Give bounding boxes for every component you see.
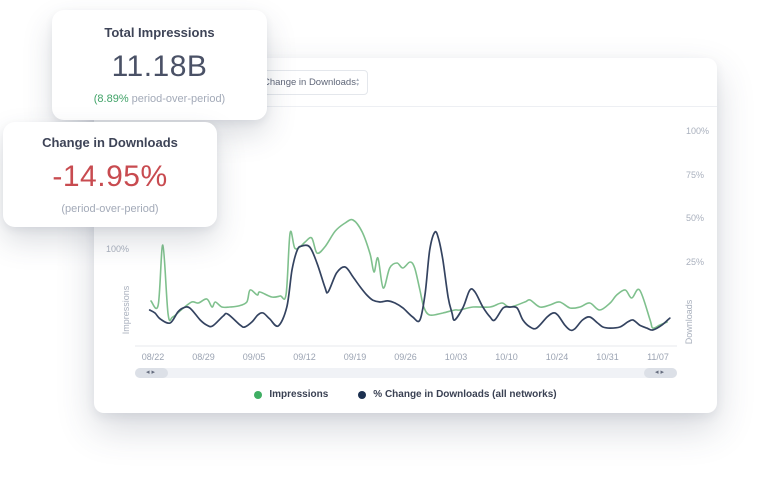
downloads-change-line (148, 230, 671, 332)
metric-dropdown-value: Change in Downloads (263, 77, 356, 88)
legend-item-downloads-change[interactable]: % Change in Downloads (all networks) (358, 389, 557, 400)
left-axis-tick: 100% (105, 244, 129, 254)
line-chart (135, 218, 677, 347)
total-impressions-card: Total Impressions 11.18B (8.89% period-o… (52, 10, 267, 120)
chart-legend: Impressions % Change in Downloads (all n… (94, 389, 717, 400)
x-axis-label: 09/26 (394, 352, 417, 362)
right-axis-tick: 75% (686, 170, 705, 180)
green-dot-icon (254, 390, 263, 399)
chart-scrollbar-right-handle[interactable]: ◂▸ (644, 368, 677, 378)
change-in-downloads-value: -14.95% (52, 159, 168, 193)
right-axis-tick: 100% (686, 126, 710, 136)
card-subtitle: (period-over-period) (61, 202, 159, 215)
x-axis-label: 10/03 (444, 352, 468, 362)
legend-item-impressions[interactable]: Impressions (254, 389, 328, 400)
total-impressions-value: 11.18B (111, 50, 208, 83)
chart-scrollbar-left-handle[interactable]: ◂▸ (135, 368, 168, 378)
x-axis-label: 08/22 (141, 352, 165, 362)
card-title: Total Impressions (104, 25, 215, 40)
navy-dot-icon (358, 390, 367, 399)
chart-scrollbar-track[interactable]: ◂▸ ◂▸ (135, 368, 677, 378)
delta-value: (8.89% (93, 93, 129, 105)
x-axis-label: 10/31 (596, 352, 619, 362)
scroll-arrows-icon: ◂▸ (654, 369, 667, 376)
change-in-downloads-card: Change in Downloads -14.95% (period-over… (3, 122, 217, 227)
right-axis-tick: 25% (686, 257, 705, 267)
scroll-arrows-icon: ◂▸ (145, 369, 158, 376)
metric-dropdown[interactable]: Change in Downloads ▴ ▾ (252, 70, 368, 95)
card-title: Change in Downloads (42, 134, 178, 150)
period-label: period-over-period) (128, 93, 226, 105)
legend-label: % Change in Downloads (all networks) (373, 389, 557, 400)
x-axis-label: 09/12 (293, 352, 316, 362)
x-axis-label: 09/05 (242, 352, 266, 362)
x-axis-label: 08/29 (192, 352, 215, 362)
x-axis-label: 11/07 (647, 352, 669, 362)
x-axis-label: 10/10 (495, 352, 518, 362)
right-axis-tick: 50% (686, 213, 705, 223)
card-subtitle: (8.89% period-over-period) (94, 93, 225, 105)
up-down-caret-icon: ▴ ▾ (356, 77, 359, 88)
impressions-line (150, 218, 668, 329)
x-axis-label: 09/19 (343, 352, 367, 362)
x-axis-label: 10/24 (545, 352, 569, 362)
legend-label: Impressions (269, 389, 329, 400)
chart-panel-header (94, 58, 717, 107)
